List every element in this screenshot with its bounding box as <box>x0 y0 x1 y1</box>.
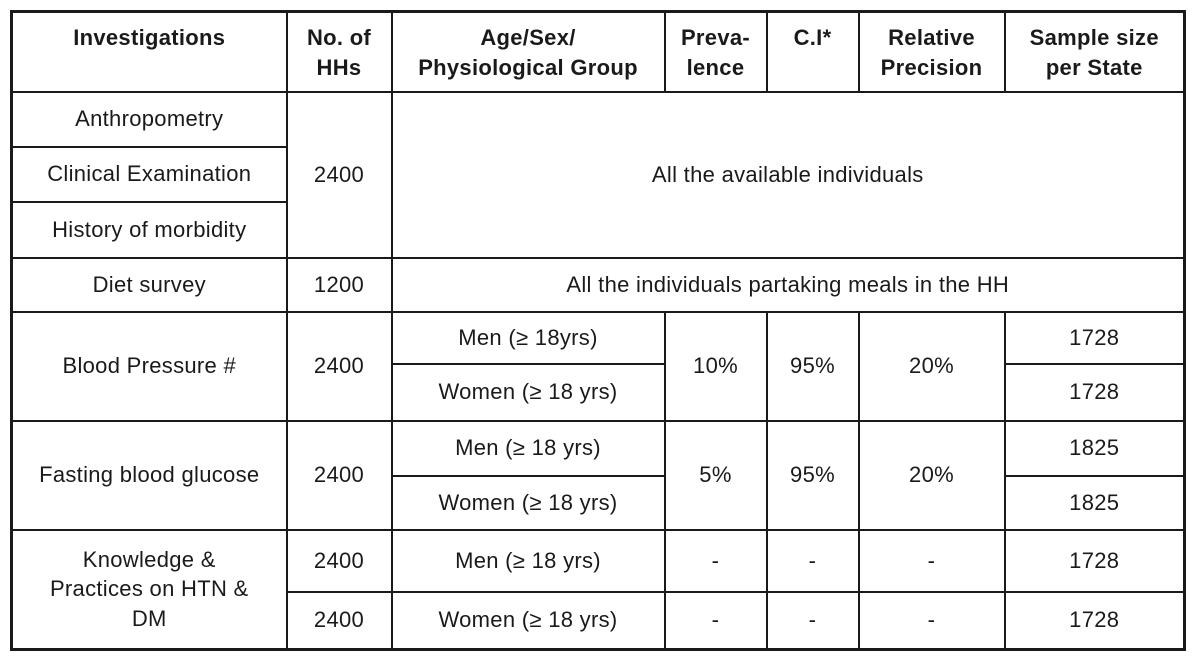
row-history-of-morbidity: History of morbidity <box>10 200 1185 259</box>
cell-diet-hhs: 1200 <box>285 256 393 313</box>
row-fasting-glucose-men: Fasting blood glucose 2400 Men (≥ 18 yrs… <box>10 419 1186 531</box>
cell-kp-hhs-women: 2400 <box>285 590 393 651</box>
cell-kp-sample-men: 1728 <box>1003 528 1186 593</box>
header-no-of-hhs: No. of HHs <box>285 10 393 93</box>
row-blood-pressure-women: Women (≥ 18 yrs) 1728 <box>12 362 1186 422</box>
cell-fbg-sample-men: 1825 <box>1003 419 1186 477</box>
cell-fbg-ci: 95% <box>765 419 860 531</box>
cell-group1-hhs: 2400 <box>285 90 393 259</box>
row-blood-pressure-men: Blood Pressure # 2400 Men (≥ 18yrs) 10% … <box>10 310 1186 422</box>
cell-diet-label: Diet survey <box>10 256 288 313</box>
header-age-sex-group: Age/Sex/ Physiological Group <box>390 10 666 93</box>
row-anthropometry: Anthropometry 2400 All the available ind… <box>10 90 1186 259</box>
row-fasting-glucose-women: Women (≥ 18 yrs) 1825 <box>12 474 1186 531</box>
header-row: Investigations No. of HHs Age/Sex/ Physi… <box>10 10 1186 93</box>
row-knowledge-practices-women: 2400 Women (≥ 18 yrs) - - - 1728 <box>12 590 1186 651</box>
cell-fbg-precision: 20% <box>857 419 1006 531</box>
cell-kp-precision-men: - <box>857 528 1006 593</box>
cell-bp-ci: 95% <box>765 310 860 422</box>
header-sample-size: Sample size per State <box>1003 10 1186 93</box>
cell-kp-ci-women: - <box>765 590 860 651</box>
cell-kp-sample-women: 1728 <box>1003 590 1186 651</box>
cell-kp-precision-women: - <box>857 590 1006 651</box>
header-prevalence: Preva- lence <box>663 10 768 93</box>
cell-kp-prevalence-men: - <box>663 528 768 593</box>
cell-kp-ci-men: - <box>765 528 860 593</box>
cell-kp-prevalence-women: - <box>663 590 768 651</box>
cell-group1-note: All the available individuals <box>390 90 1186 259</box>
study-sampling-table: Investigations No. of HHs Age/Sex/ Physi… <box>10 10 1186 651</box>
cell-bp-sample-women: 1728 <box>1003 362 1186 422</box>
header-investigations: Investigations <box>10 10 288 93</box>
header-ci: C.I* <box>765 10 860 93</box>
row-diet-survey: Diet survey 1200 All the individuals par… <box>10 256 1186 313</box>
cell-fbg-prevalence: 5% <box>663 419 768 531</box>
cell-bp-women: Women (≥ 18 yrs) <box>390 362 666 422</box>
cell-kp-women: Women (≥ 18 yrs) <box>390 590 666 651</box>
row-knowledge-practices-men: Knowledge & Practices on HTN & DM 2400 M… <box>10 528 1186 651</box>
cell-kp-label: Knowledge & Practices on HTN & DM <box>10 528 288 651</box>
cell-clinical-examination-label: Clinical Examination <box>10 145 288 203</box>
cell-anthropometry-label: Anthropometry <box>10 90 288 148</box>
cell-bp-hhs: 2400 <box>285 310 393 422</box>
cell-fbg-women: Women (≥ 18 yrs) <box>390 474 666 531</box>
cell-fbg-sample-women: 1825 <box>1003 474 1186 531</box>
header-relative-precision: Relative Precision <box>857 10 1006 93</box>
row-clinical-examination: Clinical Examination <box>10 145 1185 203</box>
cell-diet-note: All the individuals partaking meals in t… <box>390 256 1186 313</box>
cell-fbg-hhs: 2400 <box>285 419 393 531</box>
cell-bp-men: Men (≥ 18yrs) <box>390 310 666 365</box>
study-sampling-table-container: Investigations No. of HHs Age/Sex/ Physi… <box>10 10 1186 651</box>
cell-kp-men: Men (≥ 18 yrs) <box>390 528 666 593</box>
cell-bp-label: Blood Pressure # <box>10 310 288 422</box>
cell-fbg-label: Fasting blood glucose <box>10 419 288 531</box>
cell-fbg-men: Men (≥ 18 yrs) <box>390 419 666 477</box>
cell-bp-prevalence: 10% <box>663 310 768 422</box>
cell-bp-precision: 20% <box>857 310 1006 422</box>
cell-history-of-morbidity-label: History of morbidity <box>10 200 288 259</box>
cell-bp-sample-men: 1728 <box>1003 310 1186 365</box>
cell-kp-hhs-men: 2400 <box>285 528 393 593</box>
